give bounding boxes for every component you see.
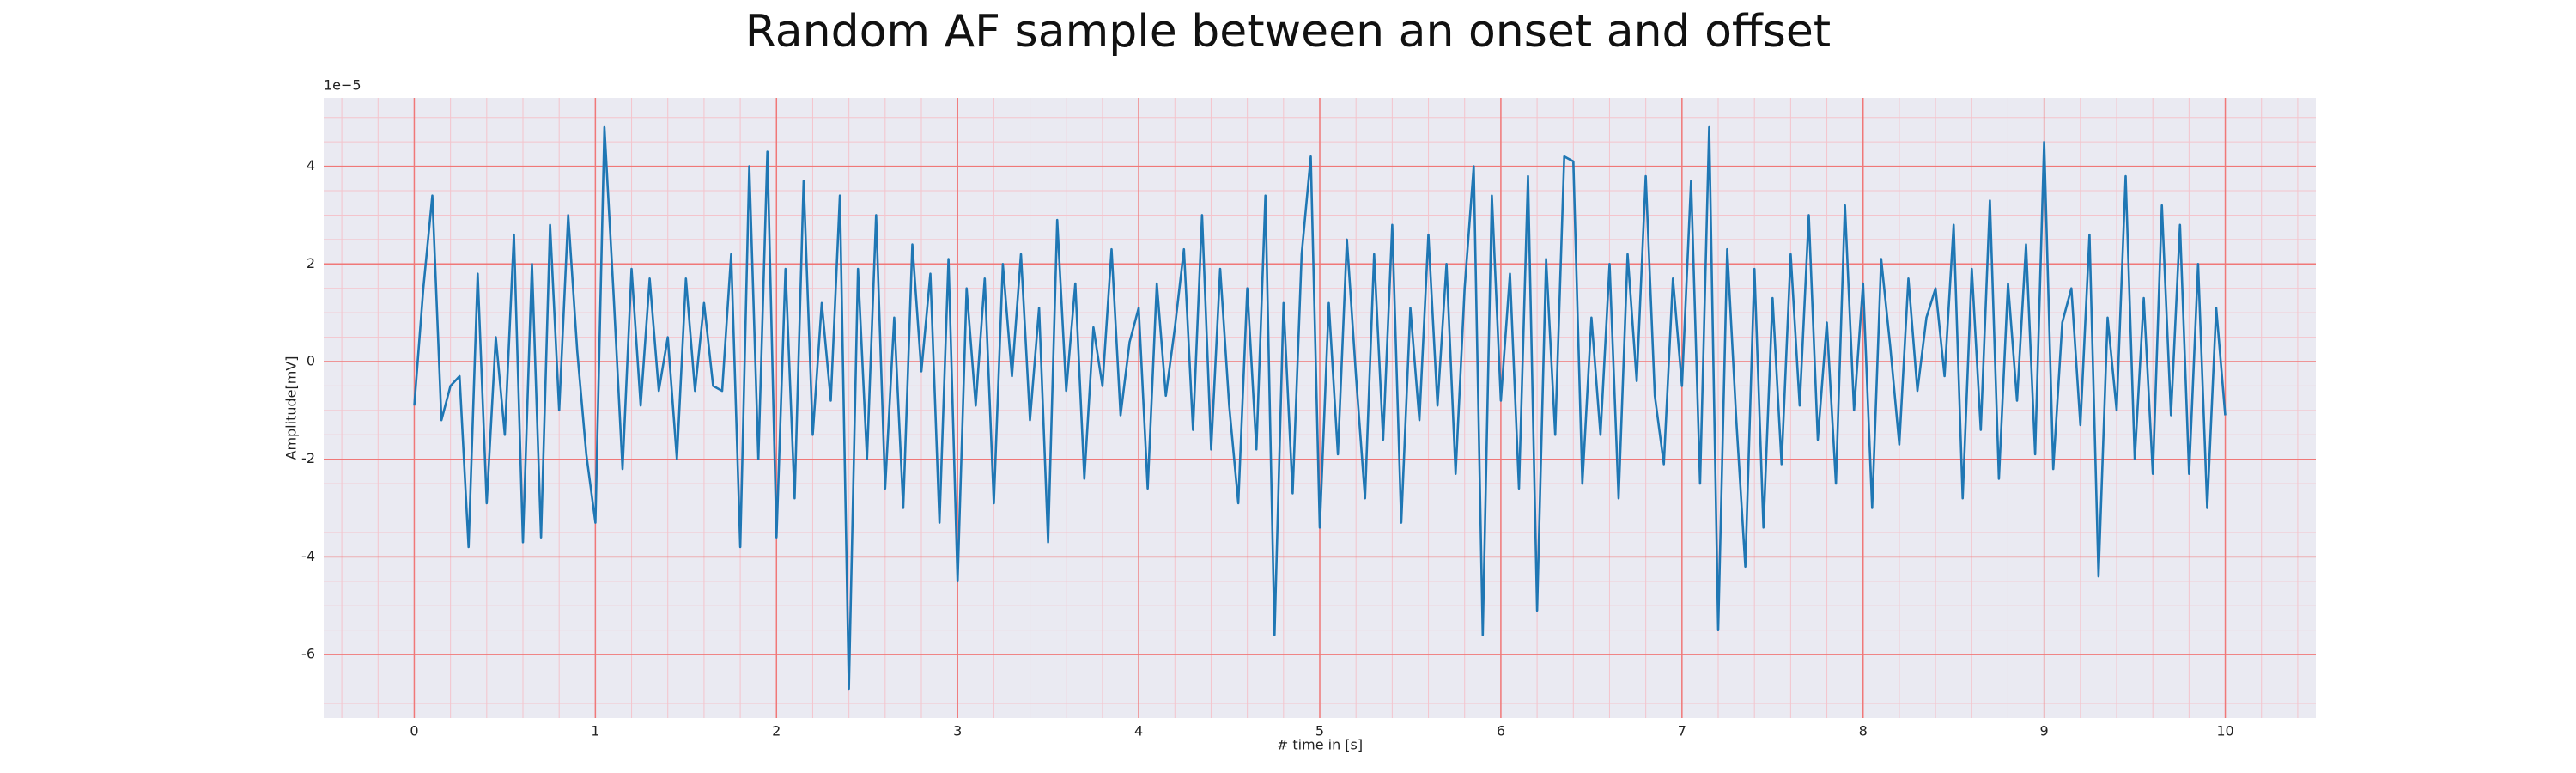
x-tick-label: 5 — [1315, 723, 1324, 740]
x-axis-label: # time in [s] — [1277, 737, 1363, 753]
chart-title: Random AF sample between an onset and of… — [745, 6, 1831, 58]
y-tick-label: 4 — [307, 157, 315, 173]
x-tick-label: 7 — [1678, 723, 1686, 740]
x-tick-label: 3 — [953, 723, 962, 740]
y-tick-label: 0 — [307, 352, 315, 368]
data-line — [413, 125, 2227, 691]
x-tick-label: 10 — [2216, 723, 2233, 740]
y-tick-label: -4 — [301, 548, 315, 564]
x-tick-label: 0 — [410, 723, 418, 740]
x-tick-label: 2 — [772, 723, 781, 740]
x-tick-label: 4 — [1134, 723, 1143, 740]
y-axis-label: Amplitude[mV] — [283, 356, 300, 460]
y-tick-label: -6 — [301, 646, 315, 662]
x-tick-label: 1 — [591, 723, 599, 740]
x-tick-label: 8 — [1859, 723, 1868, 740]
y-tick-label: 2 — [307, 255, 315, 271]
offset-label: 1e−5 — [324, 77, 361, 94]
x-tick-label: 6 — [1497, 723, 1505, 740]
data-lines — [413, 125, 2227, 691]
y-tick-label: -2 — [301, 450, 315, 466]
grid — [324, 98, 2316, 718]
x-tick-label: 9 — [2040, 723, 2049, 740]
